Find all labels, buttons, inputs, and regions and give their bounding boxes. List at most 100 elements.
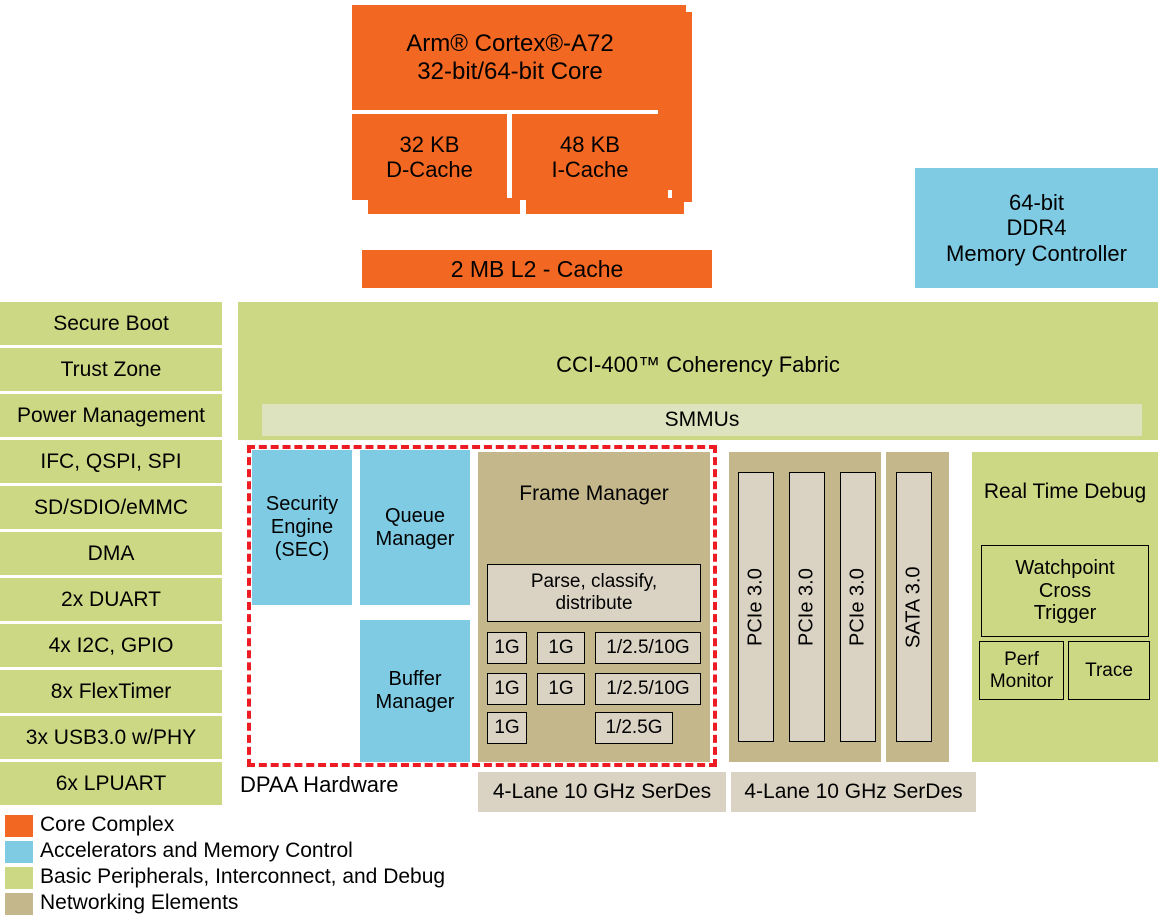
ethernet-port-label: 1/2.5/10G [606, 678, 690, 700]
peripheral-item: Secure Boot [0, 302, 222, 345]
peripheral-item: 4x I2C, GPIO [0, 624, 222, 667]
trace-block: Trace [1068, 641, 1150, 700]
pcie-label: PCIe 3.0 [744, 568, 767, 646]
security-engine-line1: Security [265, 493, 339, 516]
cpu-core-line2: 32-bit/64-bit Core [417, 57, 603, 85]
watchpoint-line3: Trigger [1033, 602, 1097, 625]
perf-monitor-line2: Monitor [989, 670, 1054, 692]
cpu-core-line1: Arm® Cortex®-A72 [406, 30, 614, 58]
ethernet-port-label: 1/2.5G [605, 717, 663, 739]
queue-manager-block: Queue Manager [360, 450, 470, 605]
peripheral-item: 2x DUART [0, 578, 222, 621]
peripheral-item: 8x FlexTimer [0, 670, 222, 713]
peripheral-item: IFC, QSPI, SPI [0, 440, 222, 483]
peripheral-item-label: DMA [87, 541, 135, 565]
peripheral-item-label: 8x FlexTimer [50, 679, 172, 703]
smmus-label: SMMUs [664, 408, 740, 432]
ethernet-port-label: 1G [548, 637, 574, 659]
memory-controller-line1: 64-bit [1008, 190, 1065, 216]
legend-label: Accelerators and Memory Control [40, 839, 353, 862]
l2-cache-label: 2 MB L2 - Cache [450, 255, 624, 282]
peripheral-item-label: Trust Zone [60, 357, 162, 381]
coherency-fabric-title: CCI-400™ Coherency Fabric [556, 352, 840, 377]
legend-label: Basic Peripherals, Interconnect, and Deb… [40, 865, 446, 888]
perf-monitor-block: Perf Monitor [979, 641, 1064, 700]
buffer-manager-line2: Manager [375, 691, 455, 713]
serdes-right-bar: 4-Lane 10 GHz SerDes [731, 772, 976, 812]
peripheral-item: Trust Zone [0, 348, 222, 391]
buffer-manager-block: Buffer Manager [360, 620, 470, 762]
pcie-label: PCIe 3.0 [846, 568, 869, 646]
peripheral-item-label: 6x LPUART [55, 771, 167, 795]
dpaa-caption-label: DPAA Hardware [240, 772, 399, 798]
smmus-bar: SMMUs [262, 404, 1142, 436]
security-engine-line2: Engine [270, 516, 334, 539]
parse-line2: distribute [555, 593, 633, 614]
d-cache-line1: 32 KB [399, 131, 460, 157]
frame-manager-title: Frame Manager [519, 482, 669, 505]
parse-classify-distribute-block: Parse, classify, distribute [487, 564, 701, 622]
ethernet-port-label: 1/2.5/10G [606, 637, 690, 659]
ethernet-port-box: 1G [487, 712, 527, 744]
trace-label: Trace [1085, 659, 1133, 681]
peripheral-item: 3x USB3.0 w/PHY [0, 716, 222, 759]
security-engine-line3: (SEC) [274, 538, 330, 561]
peripheral-item-label: 4x I2C, GPIO [48, 633, 174, 657]
watchpoint-line1: Watchpoint [1015, 556, 1115, 579]
i-cache-line1: 48 KB [560, 131, 620, 157]
peripheral-item-label: 2x DUART [61, 587, 161, 611]
ethernet-port-box: 1/2.5/10G [595, 673, 701, 705]
pcie-label: PCIe 3.0 [795, 568, 818, 646]
ethernet-port-box: 1G [537, 673, 585, 705]
i-cache-block: 48 KB I-Cache [512, 114, 668, 200]
peripheral-item: Power Management [0, 394, 222, 437]
legend-label: Networking Elements [40, 891, 239, 914]
ethernet-port-box: 1G [487, 632, 527, 664]
perf-monitor-line1: Perf [1004, 648, 1039, 670]
legend-swatch [5, 893, 33, 915]
queue-manager-line2: Manager [375, 527, 455, 550]
queue-manager-line1: Queue [384, 504, 446, 527]
d-cache-line2: D-Cache [386, 157, 473, 182]
watchpoint-cross-trigger-block: Watchpoint Cross Trigger [981, 545, 1149, 637]
ethernet-port-label: 1G [494, 637, 520, 659]
ethernet-port-label: 1G [494, 678, 520, 700]
pcie-column: PCIe 3.0 [840, 472, 876, 742]
memory-controller-line2: DDR4 [1006, 215, 1067, 241]
legend-swatch [5, 867, 33, 889]
legend-swatch [5, 815, 33, 837]
ethernet-port-label: 1G [494, 717, 520, 739]
buffer-manager-line1: Buffer [388, 668, 442, 691]
i-cache-line2: I-Cache [551, 157, 629, 182]
serdes-right-label: 4-Lane 10 GHz SerDes [744, 780, 963, 804]
ethernet-port-label: 1G [548, 678, 574, 700]
sata-column: SATA 3.0 [896, 472, 932, 742]
serdes-left-label: 4-Lane 10 GHz SerDes [492, 780, 712, 804]
legend-swatch [5, 841, 33, 863]
watchpoint-line2: Cross [1038, 579, 1092, 602]
memory-controller-line3: Memory Controller [946, 240, 1127, 266]
security-engine-block: Security Engine (SEC) [252, 450, 352, 605]
real-time-debug-title: Real Time Debug [983, 480, 1147, 503]
pcie-column: PCIe 3.0 [738, 472, 774, 742]
ethernet-port-box: 1G [537, 632, 585, 664]
parse-line1: Parse, classify, [530, 571, 658, 593]
dpaa-hardware-outline [247, 445, 717, 767]
peripheral-item-label: 3x USB3.0 w/PHY [25, 725, 197, 749]
legend-label: Core Complex [40, 813, 175, 836]
peripheral-item-label: IFC, QSPI, SPI [40, 449, 182, 473]
peripheral-item: 6x LPUART [0, 762, 222, 805]
sata-label: SATA 3.0 [902, 566, 925, 648]
peripheral-item-label: SD/SDIO/eMMC [33, 495, 188, 519]
cpu-core-block: Arm® Cortex®-A72 32-bit/64-bit Core [352, 5, 668, 110]
d-cache-block: 32 KB D-Cache [352, 114, 507, 200]
memory-controller-block: 64-bit DDR4 Memory Controller [915, 168, 1158, 288]
cache-stack-layer-left [368, 198, 520, 214]
peripheral-item-label: Secure Boot [53, 311, 169, 335]
peripheral-item: DMA [0, 532, 222, 575]
ethernet-port-box: 1G [487, 673, 527, 705]
peripheral-item: SD/SDIO/eMMC [0, 486, 222, 529]
dpaa-caption: DPAA Hardware [240, 770, 470, 800]
ethernet-port-box: 1/2.5/10G [595, 632, 701, 664]
